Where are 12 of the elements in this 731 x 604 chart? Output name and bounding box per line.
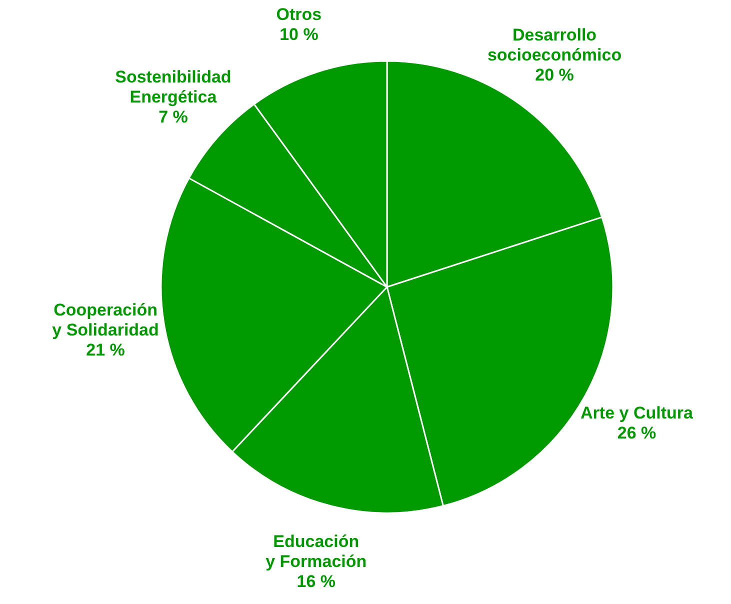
slice-label: Educación y Formación xyxy=(266,532,367,572)
data-label: 16 % xyxy=(296,572,336,592)
data-label: 20 % xyxy=(535,66,574,85)
data-label: 21 % xyxy=(86,341,125,360)
data-label: 26 % xyxy=(617,424,656,443)
slice-label: Desarrollo socioeconómico xyxy=(487,26,622,65)
slice-label: Cooperación y Solidaridad xyxy=(52,301,159,340)
data-label: 10 % xyxy=(280,25,318,44)
slice-label: Otros xyxy=(276,5,322,24)
slice-label: Sostenibilidad Energética xyxy=(115,68,232,108)
slice-label: Arte y Cultura xyxy=(580,404,694,423)
data-label: 7 % xyxy=(158,108,188,128)
